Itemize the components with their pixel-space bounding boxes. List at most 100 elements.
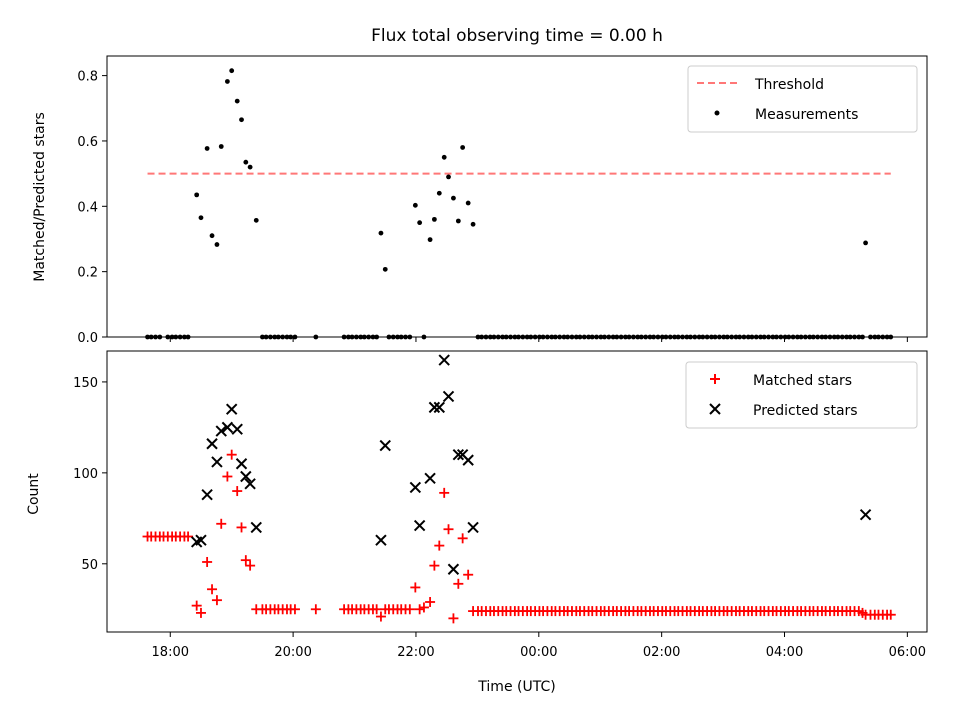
measurement-point [470,221,476,227]
legend-threshold-label: Threshold [754,77,824,93]
predicted-stars-point [201,488,213,501]
matched-stars-point [457,533,468,544]
measurement-point [460,145,466,150]
legend-matched-swatch [710,374,720,384]
matched-stars-point [183,531,194,542]
matched-stars-point [404,604,415,615]
count-axes: 50 100 150 18:00 20:00 22:00 00:00 02:00 04:00 06… [73,376,926,660]
predicted-stars-point [206,438,218,450]
measurement-point [382,266,388,272]
matched-stars-point [443,524,454,535]
predicted-stars-point [235,458,248,470]
matched-stars-point [453,578,464,589]
matched-stars-point [310,604,321,615]
count-y-tick-label: 50 [81,558,98,573]
legend-predicted-swatch [709,403,721,415]
measurement-point [441,154,447,160]
measurement-point [234,98,240,104]
figure-title: Flux total observing time = 0.00 h [371,26,663,46]
count-marks [142,354,896,624]
predicted-stars-point [433,401,446,414]
measurement-point [863,240,868,246]
predicted-stars-point [467,521,479,534]
ratio-legend: Threshold Measurements [687,65,918,133]
predicted-stars-point [231,423,243,435]
count-legend: Matched stars Predicted stars [685,361,918,429]
measurement-point [455,218,461,224]
matched-stars-point [425,596,436,607]
matched-stars-point [216,518,227,529]
count-y-tick-label: 100 [73,467,98,482]
matched-stars-point [211,595,222,606]
matched-stars-point [195,607,206,618]
matched-stars-point [434,540,445,551]
matched-stars-point [207,584,218,595]
count-y-tick-label: 150 [73,376,98,391]
matched-stars-point [448,613,459,624]
measurement-point [412,202,418,208]
count-panel: 50 100 150 18:00 20:00 22:00 00:00 02:00 04:00 06… [26,350,928,695]
ratio-legend-box [687,65,918,133]
matched-stars-point [226,449,237,460]
measurement-point [194,192,200,198]
measurement-point [239,117,244,123]
ratio-y-tick-label: 0.0 [77,331,98,346]
matched-stars-point [232,486,243,497]
matched-stars-point [463,569,474,580]
count-y-axis-label: Count [26,473,42,515]
predicted-stars-point [438,354,450,366]
x-tick-label: 06:00 [889,645,926,660]
x-tick-label: 18:00 [152,645,189,660]
predicted-stars-point [447,563,460,575]
measurement-point [431,216,437,222]
measurement-point [247,164,253,170]
measurement-point [417,220,423,226]
measurement-point [446,174,451,180]
matched-stars-point [245,560,256,571]
predicted-stars-point [250,521,262,534]
matched-stars-point [191,600,202,611]
legend-predicted-label: Predicted stars [753,403,858,419]
predicted-stars-point [409,481,422,494]
measurement-point [224,79,230,84]
count-legend-box [685,361,918,429]
predicted-stars-point [413,519,426,532]
matched-stars-point [222,471,233,482]
measurement-point [436,190,442,196]
matched-stars-point [236,522,247,533]
matched-stars-point [429,560,440,571]
predicted-stars-point [211,456,223,468]
ratio-panel-frame [106,55,928,338]
matched-stars-point [371,604,382,615]
matched-stars-point [414,604,425,615]
measurement-point [451,195,456,201]
ratio-y-tick-label: 0.8 [77,70,98,85]
matched-stars-point [885,609,896,620]
measurement-point [218,144,224,149]
predicted-stars-point [424,472,436,485]
measurement-point [229,68,235,74]
predicted-stars-point [195,534,207,546]
predicted-stars-point [428,401,441,414]
ratio-panel: 0.00.20.40.60.8 Matched/Predicted stars … [32,55,928,346]
ratio-y-tick-label: 0.4 [77,200,98,215]
matched-stars-point [240,555,251,566]
x-tick-label: 04:00 [766,645,803,660]
ratio-axes: 0.0 0.2 0.4 0.6 0.8 [77,70,908,346]
predicted-stars-point [225,403,238,415]
predicted-stars-point [215,425,227,437]
measurement-point [198,215,204,221]
matched-stars-point [289,604,300,615]
x-axis-label: Time (UTC) [477,679,555,695]
predicted-stars-point [240,470,252,483]
matched-stars-point [202,556,213,567]
matched-stars-point [418,602,429,613]
predicted-stars-point [375,534,387,546]
measurement-point [243,159,249,165]
ratio-y-tick-label: 0.6 [77,135,98,150]
measurement-point [214,242,220,247]
measurement-point [253,217,259,223]
x-tick-label: 00:00 [520,645,557,660]
measurement-point [204,146,210,151]
